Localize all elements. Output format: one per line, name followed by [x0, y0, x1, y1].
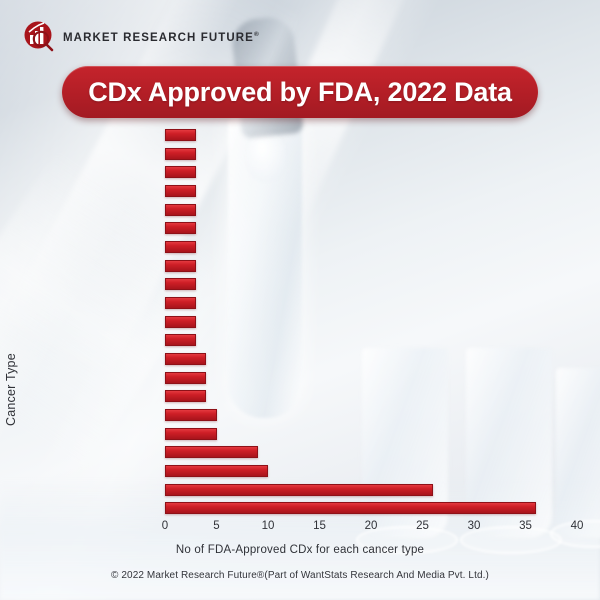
bar-row	[165, 331, 577, 350]
bar-row: FLT	[165, 201, 577, 220]
brand-logo-text: MARKET RESEARCH FUTURE®	[63, 31, 260, 44]
bar-row: ASM	[165, 313, 577, 332]
x-axis-title: No of FDA-Approved CDx for each cancer t…	[175, 544, 425, 556]
bar-row	[165, 294, 577, 313]
bar	[165, 390, 207, 403]
bar-row	[165, 406, 577, 425]
brand-logo: MARKET RESEARCH FUTURE®	[22, 20, 260, 54]
bar	[165, 427, 217, 440]
bar-row: AML	[165, 387, 577, 406]
x-tick-label: 35	[519, 520, 532, 532]
bar-row: Melanoma	[165, 425, 577, 444]
bar-row	[165, 369, 577, 388]
x-tick-label: 20	[364, 520, 378, 532]
brand-logo-wordmark: MARKET RESEARCH FUTURE	[63, 31, 254, 44]
bar-row: Solid Tumors	[165, 350, 577, 369]
bar-row	[165, 182, 577, 201]
x-tick-label: 25	[416, 520, 429, 532]
x-tick-label: 30	[467, 520, 481, 532]
bar	[165, 222, 196, 235]
bar-chart-magnifier-icon	[22, 20, 56, 54]
bar	[165, 297, 196, 309]
bar	[165, 278, 196, 291]
bar	[165, 241, 196, 253]
copyright-footer: © 2022 Market Research Future®(Part of W…	[111, 570, 489, 581]
x-tick-label: 5	[213, 520, 220, 532]
bar	[165, 185, 196, 197]
bar	[165, 334, 196, 347]
bar-row: Colorectal Cancer	[165, 462, 577, 481]
bar	[165, 502, 536, 515]
bar-row: MDS/MPN	[165, 163, 577, 182]
page-title: CDx Approved by FDA, 2022 Data	[88, 76, 512, 107]
bar	[165, 129, 196, 141]
bar-row	[165, 219, 577, 238]
x-tick-label: 40	[570, 520, 584, 532]
x-tick-label: 10	[261, 520, 275, 532]
bar-row	[165, 443, 577, 462]
bar	[165, 147, 196, 160]
bar-row	[165, 145, 577, 164]
bar-row	[165, 257, 577, 276]
bar-row	[165, 481, 577, 500]
bar	[165, 203, 196, 216]
x-tick-label: 15	[313, 520, 326, 532]
bar-row: NSCLC	[165, 499, 577, 518]
bar	[165, 166, 196, 179]
bar	[165, 353, 207, 365]
plot-area: Pancreatic Cancer MDS/MPN FLT CML Cholangioc…	[165, 126, 577, 518]
bar	[165, 315, 196, 328]
x-axis: 0 5 10 15 20 25 30 35 40	[161, 512, 584, 538]
bar-row: Pancreatic Cancer	[165, 126, 577, 145]
bar-row: Cholangiocarcinoma	[165, 275, 577, 294]
x-tick-label: 0	[161, 520, 169, 532]
bar	[165, 446, 258, 459]
bar-row: CML	[165, 238, 577, 257]
bar	[165, 483, 433, 496]
title-banner: CDx Approved by FDA, 2022 Data	[62, 66, 538, 118]
bar-chart: Cancer Type Pancreatic Cancer MDS/MPN FLT C…	[0, 126, 600, 556]
bar	[165, 371, 207, 384]
bar	[165, 259, 196, 272]
registered-mark: ®	[253, 30, 260, 38]
y-axis-title: Cancer Type	[4, 353, 18, 426]
bar	[165, 409, 217, 421]
bar	[165, 465, 268, 477]
